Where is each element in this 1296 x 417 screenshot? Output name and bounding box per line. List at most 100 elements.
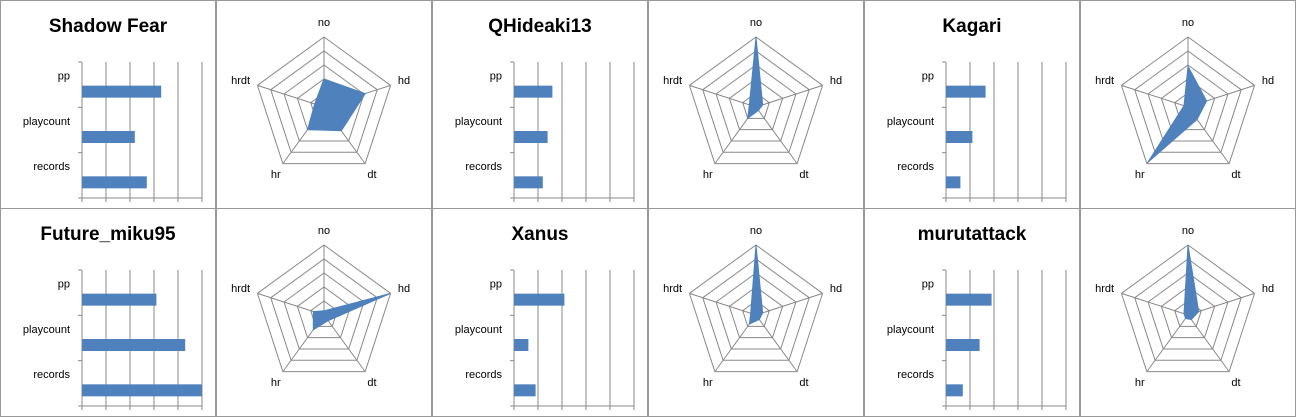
bar <box>82 339 186 351</box>
radar-area <box>312 292 391 331</box>
bar <box>514 176 543 189</box>
bar <box>82 85 162 98</box>
ring <box>270 50 378 153</box>
y-tick-label: playcount <box>455 324 502 336</box>
axis-label: hr <box>703 169 713 181</box>
ring <box>688 244 824 373</box>
axis-label: hd <box>398 283 410 295</box>
radar-area <box>748 244 764 325</box>
axis-label: dt <box>799 377 808 389</box>
ring <box>1174 300 1202 327</box>
ring <box>256 36 392 165</box>
radar-area <box>306 78 367 132</box>
axis-label: dt <box>367 377 376 389</box>
y-tick-label: playcount <box>455 116 502 128</box>
axis-label: hr <box>703 377 713 389</box>
axis-label: no <box>318 225 330 237</box>
bar <box>82 131 135 143</box>
axis-label: hr <box>271 377 281 389</box>
ring <box>296 286 352 339</box>
axis-label: no <box>318 17 330 29</box>
spoke <box>257 84 325 108</box>
radar-area <box>1147 64 1208 163</box>
axis-label: dt <box>367 169 376 181</box>
bar <box>82 176 147 189</box>
ring <box>1134 258 1242 361</box>
y-tick-label: pp <box>490 71 502 83</box>
radar-area <box>1183 244 1200 321</box>
ring <box>283 272 365 350</box>
ring <box>728 78 784 131</box>
axis-label: dt <box>1231 377 1240 389</box>
ring <box>715 64 797 142</box>
ring <box>715 272 797 350</box>
bar <box>514 384 536 397</box>
ring <box>283 64 365 142</box>
ring <box>688 36 824 165</box>
ring <box>1147 64 1229 142</box>
bar <box>946 293 992 306</box>
chart-title: Future_miku95 <box>40 224 176 245</box>
ring <box>742 92 770 119</box>
spoke <box>1146 314 1189 372</box>
spoke <box>755 84 823 108</box>
spoke <box>755 314 798 372</box>
axis-label: hr <box>1135 169 1145 181</box>
axis-label: hrdt <box>663 283 682 295</box>
axis-label: hd <box>1262 283 1274 295</box>
ring <box>702 258 810 361</box>
ring <box>702 50 810 153</box>
bar <box>82 384 202 397</box>
bar <box>514 131 548 143</box>
y-tick-label: pp <box>922 279 934 291</box>
axis-label: hr <box>271 169 281 181</box>
chart-title: Shadow Fear <box>49 16 168 37</box>
ring <box>1134 50 1242 153</box>
bar <box>514 339 529 351</box>
axis-label: dt <box>1231 169 1240 181</box>
chart-title: murutattack <box>918 224 1027 245</box>
bar <box>82 293 157 306</box>
y-tick-label: playcount <box>887 116 934 128</box>
y-tick-label: records <box>897 369 934 381</box>
ring <box>742 300 770 327</box>
y-tick-label: records <box>897 161 934 173</box>
spoke <box>1187 314 1230 372</box>
y-tick-label: pp <box>58 279 70 291</box>
axis-label: hrdt <box>1095 75 1114 87</box>
y-tick-label: playcount <box>23 324 70 336</box>
spoke <box>689 84 757 108</box>
y-tick-label: playcount <box>23 116 70 128</box>
ring <box>256 244 392 373</box>
spoke <box>1121 84 1189 108</box>
bar <box>946 131 973 143</box>
y-tick-label: records <box>33 369 70 381</box>
axis-label: hd <box>830 283 842 295</box>
ring <box>1120 244 1256 373</box>
ring <box>270 258 378 361</box>
spoke <box>1121 292 1189 316</box>
axis-label: dt <box>799 169 808 181</box>
axis-label: hrdt <box>231 75 250 87</box>
axis-label: hrdt <box>1095 283 1114 295</box>
axis-label: no <box>1182 225 1194 237</box>
axis-label: hd <box>830 75 842 87</box>
ring <box>1160 78 1216 131</box>
radar-area <box>747 36 764 120</box>
chart-title: Kagari <box>942 16 1001 37</box>
chart-title: Xanus <box>511 224 568 245</box>
spoke <box>755 292 823 316</box>
y-tick-label: records <box>33 161 70 173</box>
bar <box>946 176 961 189</box>
axis-label: hd <box>398 75 410 87</box>
spoke <box>323 314 366 372</box>
ring <box>1147 272 1229 350</box>
axis-label: hr <box>1135 377 1145 389</box>
axis-label: no <box>750 17 762 29</box>
axis-label: no <box>750 225 762 237</box>
spoke <box>689 292 757 316</box>
y-tick-label: records <box>465 161 502 173</box>
y-tick-label: pp <box>490 279 502 291</box>
ring <box>1120 36 1256 165</box>
